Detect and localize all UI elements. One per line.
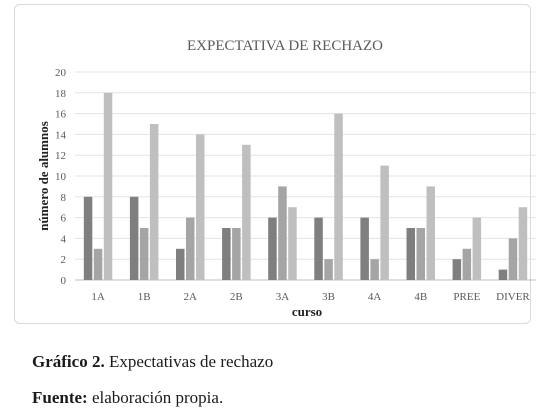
bar bbox=[416, 228, 425, 280]
source-label: Fuente: bbox=[32, 388, 88, 407]
bar bbox=[462, 248, 472, 280]
bars bbox=[83, 92, 528, 280]
y-axis-ticks: 0 2 4 6 8 10 12 14 16 18 20 bbox=[55, 67, 67, 287]
bar bbox=[129, 196, 139, 280]
x-tick-label: 4B bbox=[414, 291, 427, 303]
x-axis-ticks: 1A 1B 2A 2B 3A 3B 4A 4B PREE DIVER bbox=[91, 291, 530, 303]
bar bbox=[196, 134, 205, 280]
y-tick-label: 8 bbox=[61, 192, 67, 204]
bar bbox=[360, 217, 369, 280]
bar bbox=[232, 228, 241, 280]
y-tick-label: 0 bbox=[61, 275, 67, 287]
x-tick-label: 1B bbox=[138, 291, 151, 303]
bar-chart: EXPECTATIVA DE RECHAZO 0 2 4 6 8 10 12 14 16 18 20… bbox=[36, 38, 536, 319]
x-tick-label: DIVER bbox=[496, 291, 530, 303]
bar bbox=[314, 217, 323, 280]
bar bbox=[222, 228, 231, 280]
y-tick-label: 16 bbox=[55, 109, 67, 121]
bar bbox=[508, 238, 518, 280]
bar bbox=[268, 217, 277, 280]
bar bbox=[452, 259, 462, 280]
y-tick-label: 12 bbox=[55, 150, 66, 162]
bar bbox=[83, 196, 93, 280]
bar bbox=[139, 228, 149, 280]
bar bbox=[288, 207, 297, 280]
figure-caption: Gráfico 2. Expectativas de rechazo bbox=[32, 352, 273, 372]
figure-text: Expectativas de rechazo bbox=[104, 352, 274, 371]
y-tick-label: 10 bbox=[55, 171, 67, 183]
figure-label: Gráfico 2. bbox=[32, 352, 105, 371]
bar bbox=[242, 144, 251, 280]
y-axis-label: número de alumnos bbox=[36, 121, 51, 231]
bar bbox=[406, 228, 415, 280]
bar bbox=[472, 217, 482, 280]
y-tick-label: 18 bbox=[55, 88, 67, 100]
bar bbox=[93, 248, 103, 280]
bar bbox=[149, 124, 159, 280]
x-tick-label: 2A bbox=[184, 291, 198, 303]
y-tick-label: 20 bbox=[55, 67, 67, 79]
x-axis-label: curso bbox=[292, 304, 322, 319]
source-caption: Fuente: elaboración propia. bbox=[32, 388, 223, 408]
chart-title: EXPECTATIVA DE RECHAZO bbox=[187, 38, 383, 54]
bar bbox=[324, 259, 333, 280]
bar bbox=[518, 207, 528, 280]
bar bbox=[380, 165, 389, 280]
bar bbox=[103, 92, 113, 280]
x-tick-label: 3A bbox=[276, 291, 290, 303]
y-tick-label: 14 bbox=[55, 129, 67, 141]
x-tick-label: 4A bbox=[368, 291, 382, 303]
y-tick-label: 2 bbox=[61, 254, 67, 266]
source-text: elaboración propia. bbox=[87, 388, 224, 407]
bar bbox=[278, 186, 287, 280]
bar bbox=[176, 248, 185, 280]
bar bbox=[334, 113, 343, 280]
bar bbox=[498, 269, 508, 280]
bar bbox=[370, 259, 379, 280]
x-tick-label: 2B bbox=[230, 291, 243, 303]
bar bbox=[426, 186, 435, 280]
x-tick-label: PREE bbox=[453, 291, 480, 303]
y-tick-label: 6 bbox=[61, 213, 67, 225]
bar bbox=[186, 217, 195, 280]
x-tick-label: 3B bbox=[322, 291, 335, 303]
x-tick-label: 1A bbox=[91, 291, 105, 303]
y-tick-label: 4 bbox=[61, 233, 67, 245]
